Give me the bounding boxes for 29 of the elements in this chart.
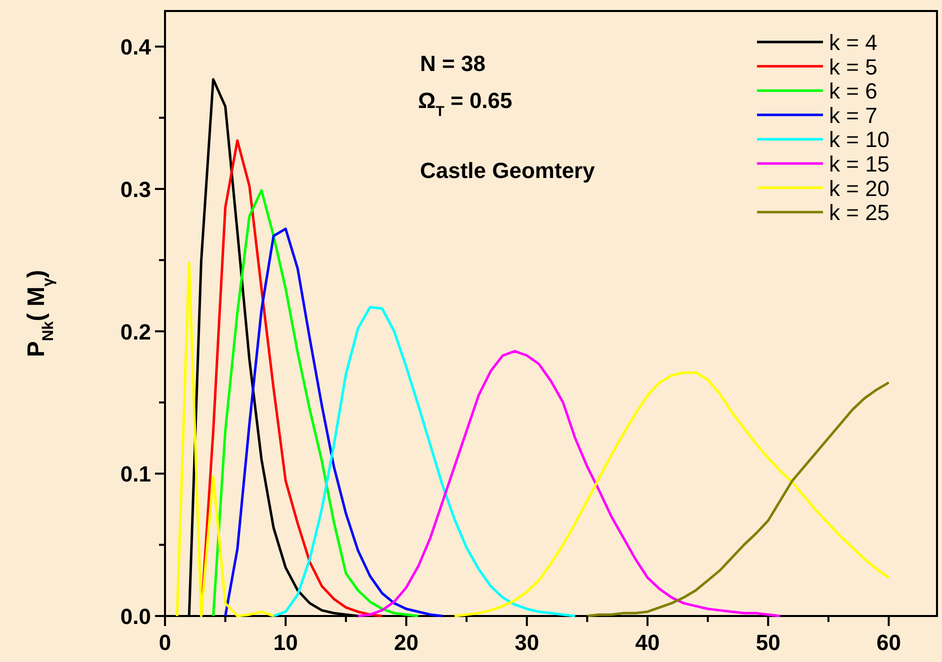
line-series <box>200 139 384 618</box>
line-series <box>224 228 444 618</box>
y-tick-label: 0.1 <box>120 462 151 487</box>
y-tick-label: 0.2 <box>120 319 151 344</box>
legend-label: k = 25 <box>829 200 890 226</box>
x-tick-label: 40 <box>635 630 660 655</box>
line-series <box>586 381 890 618</box>
y-tick-label: 0.3 <box>120 176 151 202</box>
legend-label: k = 5 <box>829 54 878 80</box>
y-tick-label: 0.0 <box>120 604 151 629</box>
legend-label: k = 4 <box>829 30 878 55</box>
line-series <box>212 189 420 618</box>
legend-label: k = 6 <box>829 78 878 104</box>
line-series <box>272 306 576 618</box>
annotation: Castle Geomtery <box>420 158 596 183</box>
line-series <box>356 350 782 618</box>
legend-label: k = 15 <box>829 152 890 176</box>
x-tick-label: 20 <box>394 630 418 655</box>
annotation: Ω$_{T}$ = 0.65 <box>418 88 512 120</box>
legend-label: k = 7 <box>829 102 878 128</box>
y-tick-label: 0.4 <box>120 34 152 60</box>
x-tick-label: 10 <box>273 630 298 655</box>
legend-label: k = 20 <box>829 176 890 201</box>
x-tick-label: 50 <box>756 630 780 655</box>
annotation: N = 38 <box>420 51 486 76</box>
x-tick-label: 0 <box>158 630 172 655</box>
legend-label: k = 10 <box>829 127 890 152</box>
x-tick-label: 60 <box>876 630 901 655</box>
x-tick-label: 30 <box>514 630 540 655</box>
